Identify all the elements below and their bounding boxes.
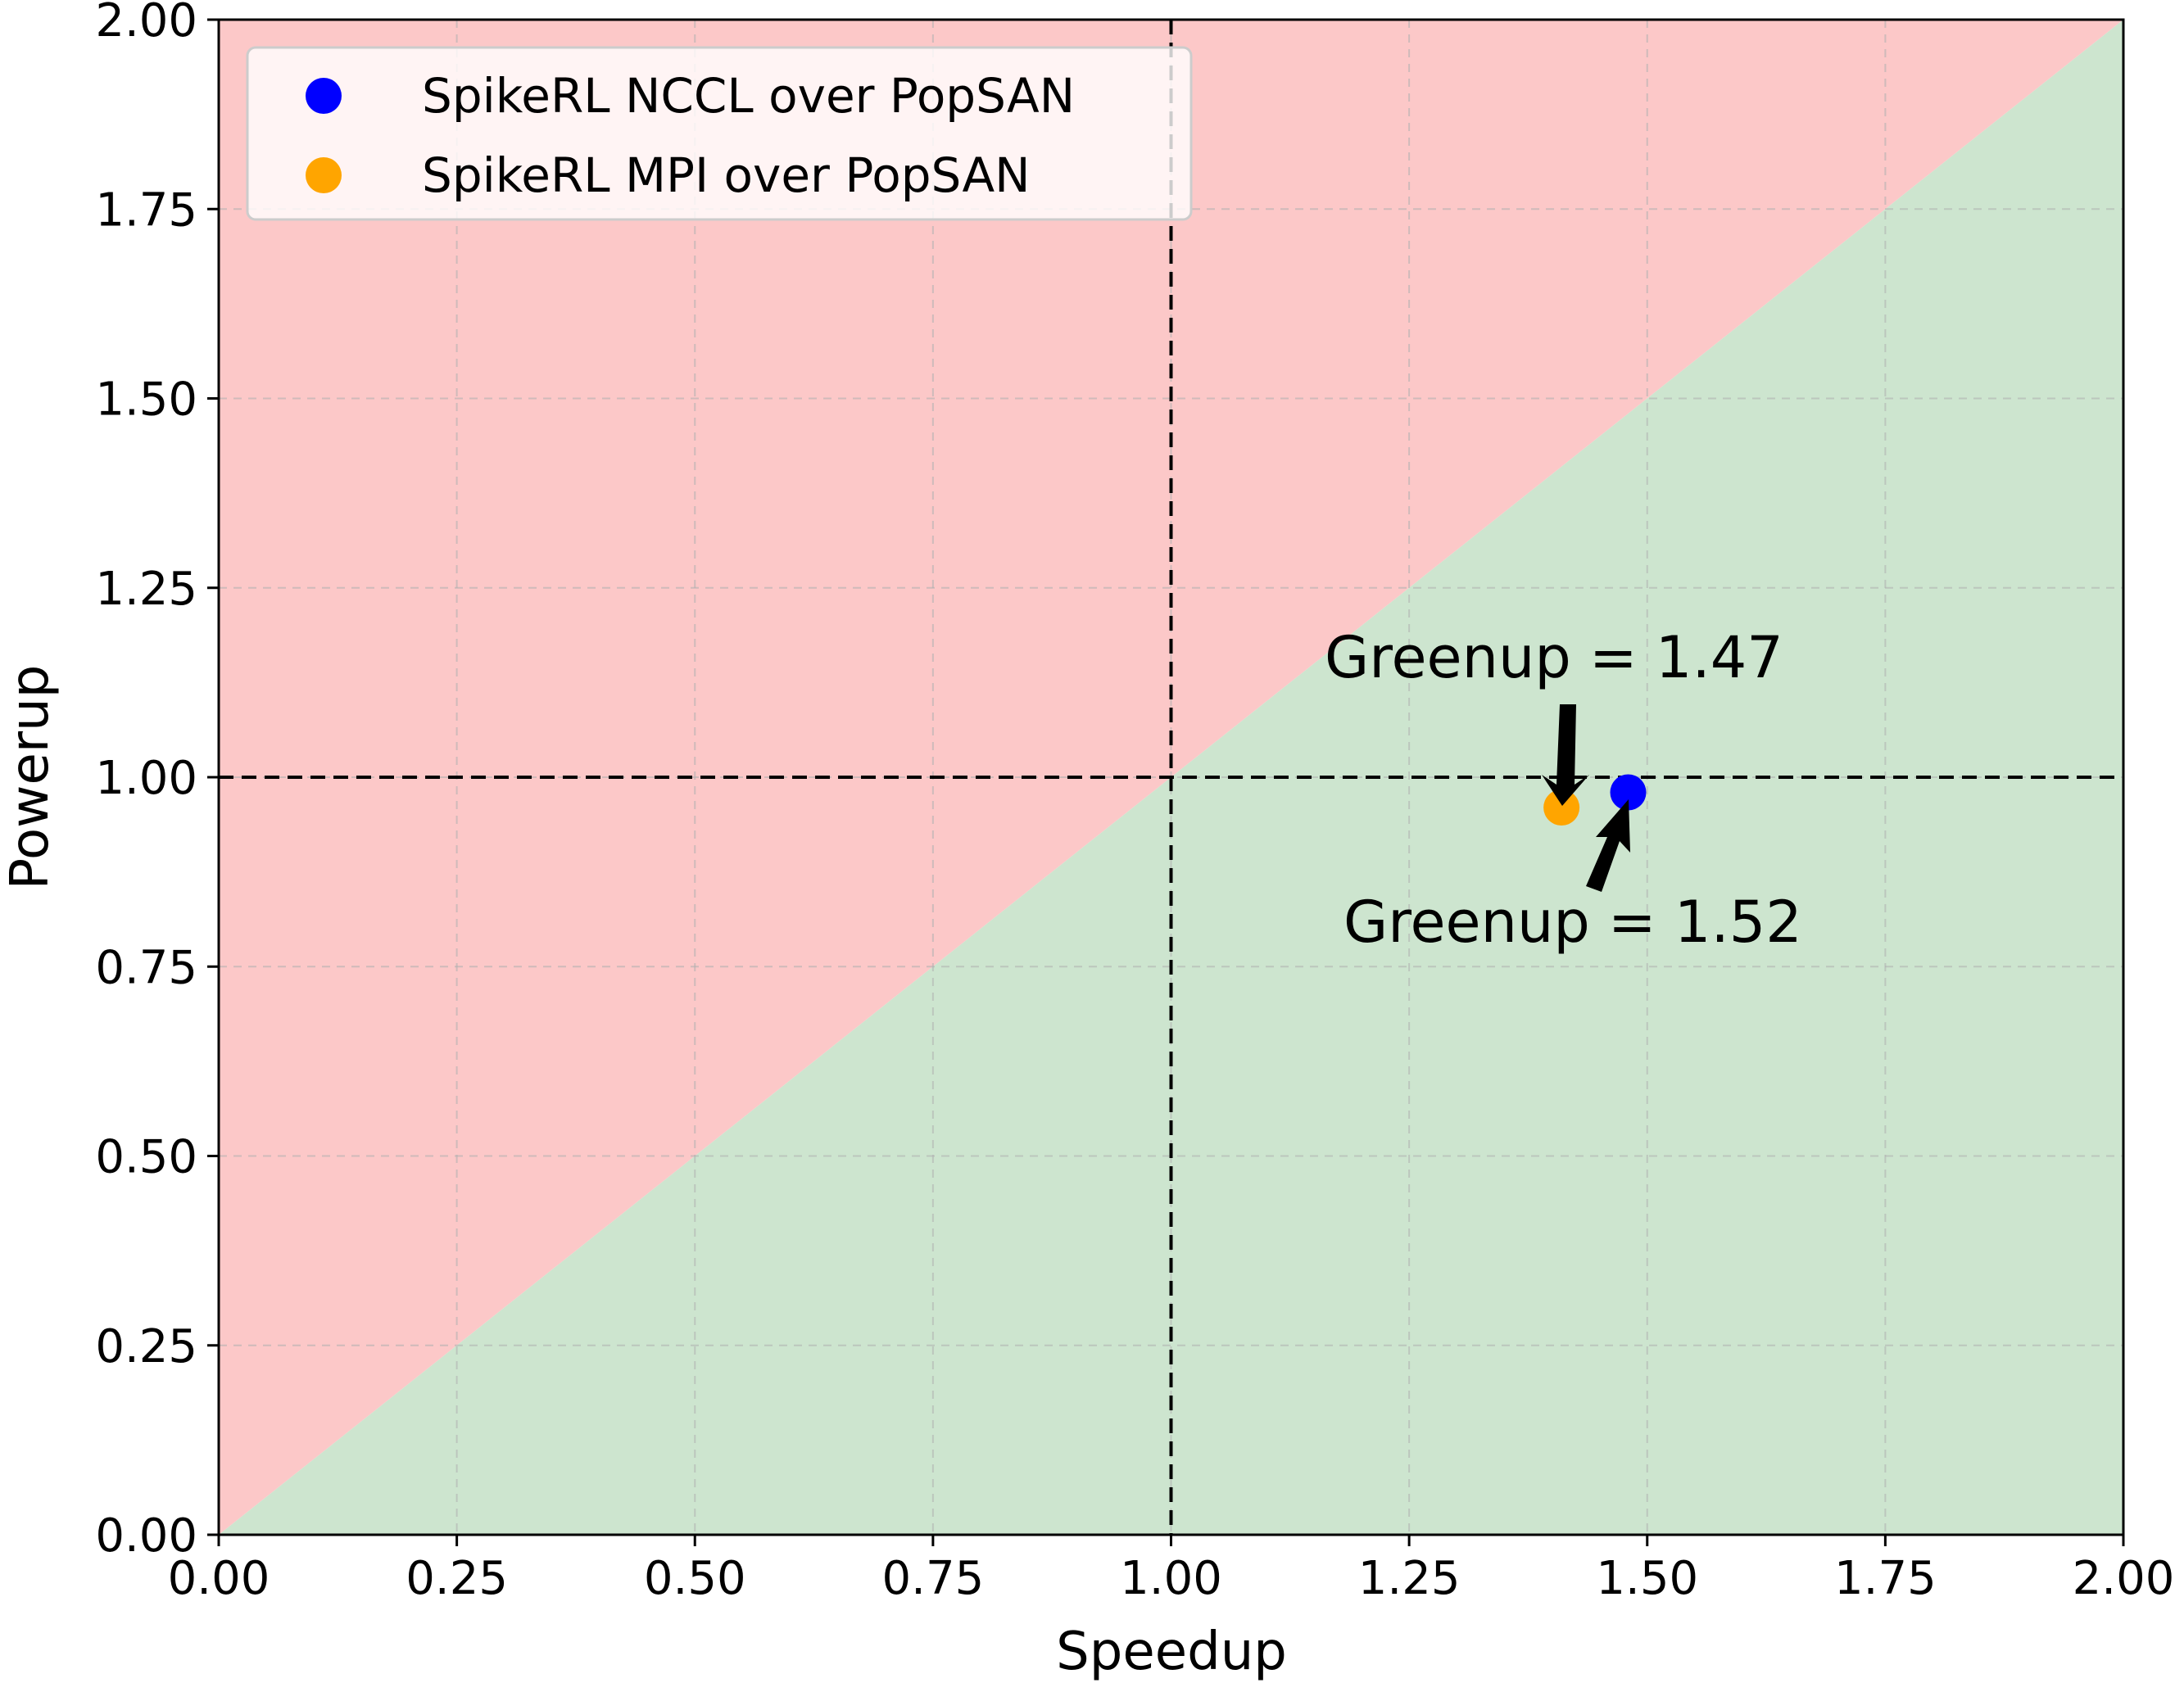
legend: SpikeRL NCCL over PopSAN SpikeRL MPI ove… (246, 46, 1193, 221)
annotation-arrow-mpi (1542, 704, 1589, 806)
y-tick-label-5: 1.25 (95, 563, 197, 616)
y-tick-label-0: 0.00 (95, 1509, 197, 1563)
x-tick-label-0: 0.00 (168, 1552, 270, 1605)
data-points (1543, 774, 1647, 826)
x-tick-label-3: 0.75 (882, 1552, 985, 1605)
annotation-greenup-nccl: Greenup = 1.52 (1343, 889, 1802, 956)
annotation-arrow-nccl (1586, 799, 1630, 892)
y-tick-label-2: 0.50 (95, 1131, 197, 1184)
legend-marker-nccl (306, 78, 342, 114)
annotations: Greenup = 1.47 Greenup = 1.52 (1325, 624, 1802, 956)
data-point-series0-0 (1610, 774, 1647, 811)
y-tick-label-1: 0.25 (95, 1320, 197, 1373)
annotation-greenup-mpi: Greenup = 1.47 (1325, 624, 1783, 691)
y-tick-label-4: 1.00 (95, 752, 197, 805)
x-tick-label-7: 1.75 (1834, 1552, 1937, 1605)
legend-box (246, 46, 1193, 221)
x-tick-label-4: 1.00 (1120, 1552, 1222, 1605)
reference-lines (219, 20, 2123, 1535)
legend-label-nccl: SpikeRL NCCL over PopSAN (422, 68, 1075, 124)
x-tick-label-5: 1.25 (1358, 1552, 1461, 1605)
x-axis-ticks: 0.00 0.25 0.50 0.75 1.00 1.25 1.50 1.75 2.00 (168, 1535, 2175, 1605)
x-tick-label-2: 0.50 (644, 1552, 746, 1605)
legend-label-mpi: SpikeRL MPI over PopSAN (422, 147, 1031, 203)
x-tick-label-6: 1.50 (1596, 1552, 1698, 1605)
y-axis-ticks: 0.00 0.25 0.50 0.75 1.00 1.25 1.50 1.75 2.00 (95, 0, 219, 1563)
y-tick-label-3: 0.75 (95, 941, 197, 994)
y-tick-label-8: 2.00 (95, 0, 197, 48)
legend-marker-mpi (306, 157, 342, 193)
y-axis-title: Powerup (0, 665, 61, 890)
x-tick-label-8: 2.00 (2073, 1552, 2175, 1605)
x-axis-title: Speedup (1056, 1622, 1287, 1682)
x-tick-label-1: 0.25 (406, 1552, 508, 1605)
data-point-series1-0 (1543, 789, 1580, 826)
y-tick-label-7: 1.75 (95, 183, 197, 237)
y-tick-label-6: 1.50 (95, 373, 197, 427)
